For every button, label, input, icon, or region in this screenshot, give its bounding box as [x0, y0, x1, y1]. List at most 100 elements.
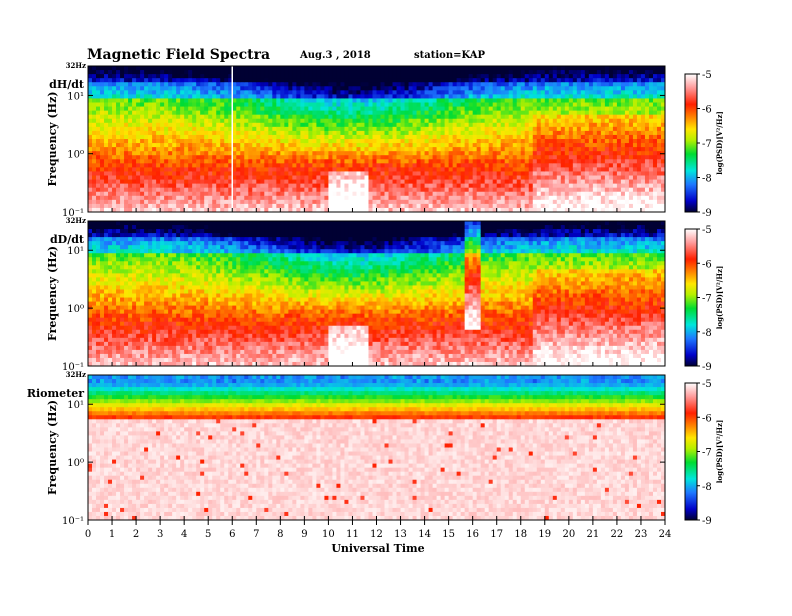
heatmap-cell	[164, 122, 169, 128]
heatmap-cell	[96, 187, 101, 193]
heatmap-cell	[476, 102, 482, 108]
heatmap-cell	[256, 126, 261, 132]
heatmap-cell	[396, 187, 402, 193]
heatmap-cell	[252, 175, 257, 181]
heatmap-cell	[148, 143, 153, 148]
heatmap-cell	[100, 199, 105, 205]
heatmap-cell	[584, 130, 590, 136]
heatmap-cell	[260, 70, 265, 75]
heatmap-cell	[200, 118, 205, 124]
heatmap-cell	[552, 74, 558, 79]
heatmap-cell	[364, 86, 369, 91]
heatmap-cell	[572, 155, 578, 160]
heatmap-cell	[448, 195, 454, 201]
heatmap-cell	[440, 130, 446, 136]
heatmap-cell	[328, 70, 333, 75]
heatmap-cell	[184, 207, 189, 213]
heatmap-cell	[608, 159, 614, 164]
heatmap-cell	[132, 175, 137, 181]
heatmap-cell	[296, 143, 301, 148]
heatmap-cell	[148, 159, 153, 164]
heatmap-cell	[400, 86, 406, 91]
heatmap-cell	[332, 82, 337, 87]
heatmap-cell	[356, 199, 361, 205]
heatmap-cell	[504, 126, 510, 132]
heatmap-cell	[544, 118, 550, 124]
heatmap-cell	[456, 122, 462, 128]
heatmap-cell	[604, 151, 610, 156]
heatmap-cell	[208, 122, 213, 128]
heatmap-cell	[316, 106, 321, 112]
heatmap-cell	[312, 175, 317, 181]
heatmap-cell	[324, 191, 329, 197]
heatmap-cell	[108, 175, 113, 181]
heatmap-cell	[544, 122, 550, 128]
heatmap-cell	[480, 183, 486, 189]
heatmap-cell	[112, 139, 117, 144]
heatmap-cell	[488, 207, 494, 213]
heatmap-cell	[584, 70, 590, 75]
heatmap-cell	[504, 151, 510, 156]
heatmap-cell	[500, 134, 506, 140]
heatmap-cell	[292, 207, 297, 213]
heatmap-cell	[380, 183, 386, 189]
heatmap-cell	[384, 195, 390, 201]
heatmap-cell	[276, 82, 281, 87]
heatmap-cell	[460, 187, 466, 193]
heatmap-cell	[548, 70, 554, 75]
heatmap-cell	[248, 134, 253, 140]
heatmap-cell	[400, 110, 406, 116]
heatmap-cell	[576, 126, 582, 132]
heatmap-cell	[280, 199, 285, 205]
heatmap-cell	[584, 134, 590, 140]
heatmap-cell	[304, 126, 309, 132]
heatmap-cell	[104, 191, 109, 197]
heatmap-cell	[456, 175, 462, 181]
heatmap-cell	[412, 167, 418, 172]
heatmap-cell	[516, 98, 522, 103]
heatmap-cell	[496, 70, 502, 75]
heatmap-cell	[192, 171, 197, 176]
heatmap-cell	[208, 159, 213, 164]
heatmap-cell	[368, 110, 373, 116]
heatmap-cell	[620, 163, 626, 168]
heatmap-cell	[440, 70, 446, 75]
heatmap-cell	[504, 195, 510, 201]
heatmap-cell	[172, 151, 177, 156]
heatmap-cell	[444, 66, 450, 71]
heatmap-cell	[264, 126, 269, 132]
heatmap-cell	[636, 114, 642, 120]
heatmap-cell	[488, 78, 494, 83]
heatmap-cell	[596, 195, 602, 201]
heatmap-cell	[504, 122, 510, 128]
heatmap-cell	[188, 175, 193, 181]
heatmap-cell	[120, 163, 125, 168]
heatmap-cell	[444, 143, 450, 148]
heatmap-cell	[132, 70, 137, 75]
heatmap-cell	[220, 151, 225, 156]
heatmap-cell	[468, 163, 474, 168]
heatmap-cell	[448, 207, 454, 213]
heatmap-cell	[392, 122, 398, 128]
heatmap-cell	[364, 134, 369, 140]
heatmap-cell	[140, 90, 145, 95]
heatmap-cell	[140, 179, 145, 185]
heatmap-cell	[460, 74, 466, 79]
heatmap-cell	[604, 147, 610, 152]
heatmap-cell	[404, 167, 410, 172]
heatmap-cell	[532, 195, 538, 201]
heatmap-cell	[412, 163, 418, 168]
heatmap-cell	[420, 175, 426, 181]
heatmap-cell	[128, 159, 133, 164]
heatmap-cell	[476, 183, 482, 189]
heatmap-cell	[200, 143, 205, 148]
heatmap-cell	[584, 179, 590, 185]
heatmap-cell	[500, 155, 506, 160]
heatmap-cell	[112, 155, 117, 160]
heatmap-cell	[516, 130, 522, 136]
heatmap-cell	[160, 179, 165, 185]
heatmap-cell	[340, 159, 345, 164]
heatmap-cell	[512, 207, 518, 213]
heatmap-cell	[228, 122, 233, 128]
heatmap-cell	[120, 167, 125, 172]
